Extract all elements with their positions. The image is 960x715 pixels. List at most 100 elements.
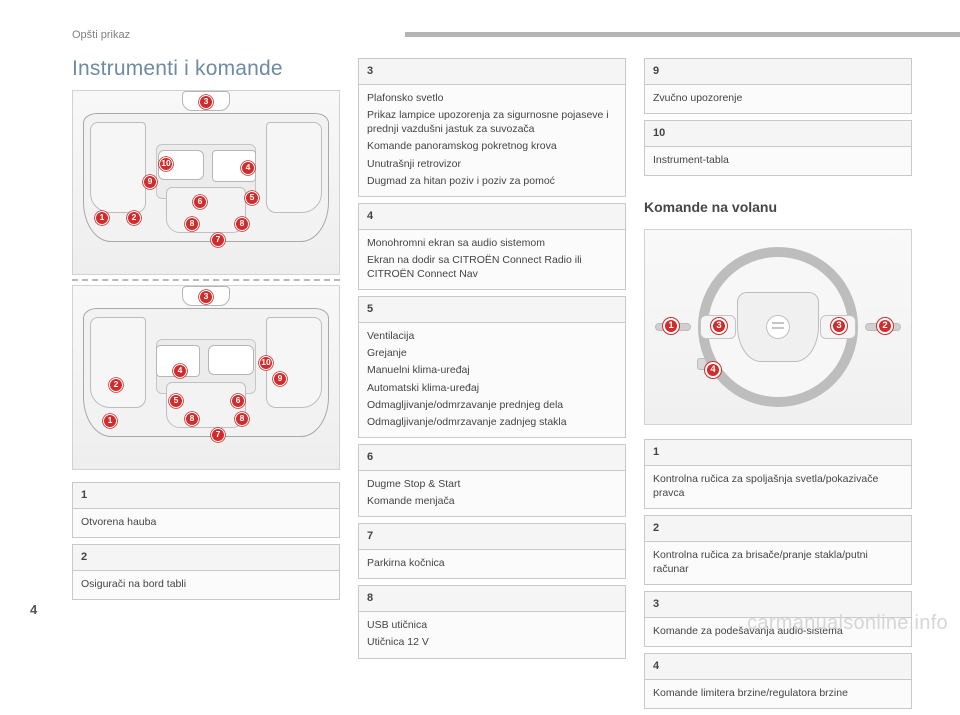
wheel-callout-box-2-line: Kontrolna ručica za brisače/pranje stakl… xyxy=(653,548,903,576)
lhd-marker-5: 5 xyxy=(245,191,259,205)
callout-box-6-body: Dugme Stop & Start Komande menjača xyxy=(359,471,625,516)
rhd-marker-5: 5 xyxy=(169,394,183,408)
steering-wheel-diagram: 1 2 3 3 4 xyxy=(644,229,912,425)
rhd-marker-6: 6 xyxy=(231,394,245,408)
section-label: Opšti prikaz xyxy=(72,28,130,43)
rhd-marker-9: 9 xyxy=(273,372,287,386)
callout-box-3-number: 3 xyxy=(359,59,625,85)
brand-logo-icon xyxy=(766,315,790,339)
callout-box-2-line: Osigurači na bord tabli xyxy=(81,577,331,591)
dashboard-diagram-rhd: 341092561887 xyxy=(72,285,340,470)
rhd-marker-10: 10 xyxy=(259,356,273,370)
callout-box-6: 6 Dugme Stop & Start Komande menjača xyxy=(358,444,626,517)
callout-box-8-line: Utičnica 12 V xyxy=(367,635,617,649)
wheel-callout-box-1-line: Kontrolna ručica za spoljašnja svetla/po… xyxy=(653,472,903,500)
lhd-marker-8: 8 xyxy=(235,217,249,231)
page-number: 4 xyxy=(30,601,37,619)
rhd-marker-8: 8 xyxy=(235,412,249,426)
column-2: 3 Plafonsko svetlo Prikaz lampice upozoren… xyxy=(358,58,626,715)
callout-box-8-number: 8 xyxy=(359,586,625,612)
callout-box-2: 2 Osigurači na bord tabli xyxy=(72,544,340,600)
callout-box-3-line: Dugmad za hitan poziv i poziv za pomoć xyxy=(367,174,617,188)
callout-box-8-body: USB utičnicaUtičnica 12 V xyxy=(359,612,625,657)
callout-box-6-line: Dugme Stop & Start xyxy=(367,477,617,491)
callout-box-3-line: Komande panoramskog pokretnog krova xyxy=(367,139,617,153)
wheel-marker-3: 3 xyxy=(711,318,727,334)
callout-box-5-number: 5 xyxy=(359,297,625,323)
callout-box-2-body: Osigurači na bord tabli xyxy=(73,571,339,599)
wheel-callout-box-1-body: Kontrolna ručica za spoljašnja svetla/po… xyxy=(645,466,911,508)
callout-box-4-line: Monohromni ekran sa audio sistemom xyxy=(367,236,617,250)
callout-box-9-body: Zvučno upozorenje xyxy=(645,85,911,113)
callout-box-2-number: 2 xyxy=(73,545,339,571)
diagram-divider xyxy=(72,279,340,281)
rhd-marker-7: 7 xyxy=(211,428,225,442)
callout-box-9-number: 9 xyxy=(645,59,911,85)
wheel-callout-box-4: 4 Komande limitera brzine/regulatora brzi… xyxy=(644,653,912,709)
wheel-callout-box-2-body: Kontrolna ručica za brisače/pranje stakl… xyxy=(645,542,911,584)
lhd-marker-3: 3 xyxy=(199,95,213,109)
callout-box-4-body: Monohromni ekran sa audio sistemomEkran … xyxy=(359,230,625,290)
callout-box-10: 10 Instrument-tabla xyxy=(644,120,912,176)
rhd-marker-8: 8 xyxy=(185,412,199,426)
column-1: 310496512887 341092561887 1Otvorena haub… xyxy=(72,58,340,715)
callout-box-10-line: Instrument-tabla xyxy=(653,153,903,167)
callout-box-9-line: Zvučno upozorenje xyxy=(653,91,903,105)
callout-box-5-line: Ventilacija xyxy=(367,329,617,343)
lhd-marker-2: 2 xyxy=(127,211,141,225)
callout-box-1: 1 Otvorena hauba xyxy=(72,482,340,538)
callout-box-1-number: 1 xyxy=(73,483,339,509)
callout-box-3-body: Plafonsko svetlo Prikaz lampice upozorenj… xyxy=(359,85,625,196)
wheel-callout-box-1: 1 Kontrolna ručica za spoljašnja svetla/p… xyxy=(644,439,912,509)
wheel-marker-1: 1 xyxy=(663,318,679,334)
wheel-marker-4: 4 xyxy=(705,362,721,378)
lhd-marker-10: 10 xyxy=(159,157,173,171)
callout-box-5-line: Odmagljivanje/odmrzavanje prednjeg dela xyxy=(367,398,617,412)
callout-box-8: 8USB utičnicaUtičnica 12 V xyxy=(358,585,626,658)
callout-box-4-number: 4 xyxy=(359,204,625,230)
callout-box-9: 9 Zvučno upozorenje xyxy=(644,58,912,114)
callout-box-3-line: Prikaz lampice upozorenja za sigurnosne … xyxy=(367,108,617,136)
callout-box-10-number: 10 xyxy=(645,121,911,147)
dashboard-diagrams: 310496512887 341092561887 xyxy=(72,90,340,470)
dashboard-diagram-lhd: 310496512887 xyxy=(72,90,340,275)
callout-box-6-number: 6 xyxy=(359,445,625,471)
rhd-marker-4: 4 xyxy=(173,364,187,378)
callout-box-5-line: Odmagljivanje/odmrzavanje zadnjeg stakla xyxy=(367,415,617,429)
callout-box-1-line: Otvorena hauba xyxy=(81,515,331,529)
rhd-marker-1: 1 xyxy=(103,414,117,428)
callout-box-6-line: Komande menjača xyxy=(367,494,617,508)
callout-box-5-line: Grejanje xyxy=(367,346,617,360)
header-stripe xyxy=(405,32,960,37)
wheel-callout-box-2: 2 Kontrolna ručica za brisače/pranje stak… xyxy=(644,515,912,585)
steering-subheading: Komande na volanu xyxy=(644,198,912,217)
callout-box-7-line: Parkirna kočnica xyxy=(367,556,617,570)
callout-box-4: 4Monohromni ekran sa audio sistemomEkran… xyxy=(358,203,626,290)
callout-box-1-body: Otvorena hauba xyxy=(73,509,339,537)
lhd-marker-4: 4 xyxy=(241,161,255,175)
callout-box-5-line: Automatski klima-uređaj xyxy=(367,381,617,395)
callout-box-3-line: Unutrašnji retrovizor xyxy=(367,157,617,171)
wheel-callout-box-4-line: Komande limitera brzine/regulatora brzin… xyxy=(653,686,903,700)
lhd-marker-8: 8 xyxy=(185,217,199,231)
wheel-callout-box-4-number: 4 xyxy=(645,654,911,680)
wheel-marker-2: 2 xyxy=(877,318,893,334)
lhd-marker-6: 6 xyxy=(193,195,207,209)
rhd-marker-2: 2 xyxy=(109,378,123,392)
callout-box-5: 5 Ventilacija Grejanje Manuelni klima-uređa… xyxy=(358,296,626,438)
callout-box-3-line: Plafonsko svetlo xyxy=(367,91,617,105)
callout-box-7-body: Parkirna kočnica xyxy=(359,550,625,578)
watermark: carmanualsonline.info xyxy=(747,610,948,637)
lhd-marker-1: 1 xyxy=(95,211,109,225)
wheel-callout-box-4-body: Komande limitera brzine/regulatora brzin… xyxy=(645,680,911,708)
wheel-marker-3: 3 xyxy=(831,318,847,334)
callout-box-10-body: Instrument-tabla xyxy=(645,147,911,175)
wheel-callout-box-1-number: 1 xyxy=(645,440,911,466)
callout-box-7: 7 Parkirna kočnica xyxy=(358,523,626,579)
callout-box-5-body: Ventilacija Grejanje Manuelni klima-uređaj… xyxy=(359,323,625,437)
callout-box-5-line: Manuelni klima-uređaj xyxy=(367,363,617,377)
wheel-callout-box-2-number: 2 xyxy=(645,516,911,542)
lhd-marker-7: 7 xyxy=(211,233,225,247)
callout-box-3: 3 Plafonsko svetlo Prikaz lampice upozoren… xyxy=(358,58,626,197)
callout-box-7-number: 7 xyxy=(359,524,625,550)
